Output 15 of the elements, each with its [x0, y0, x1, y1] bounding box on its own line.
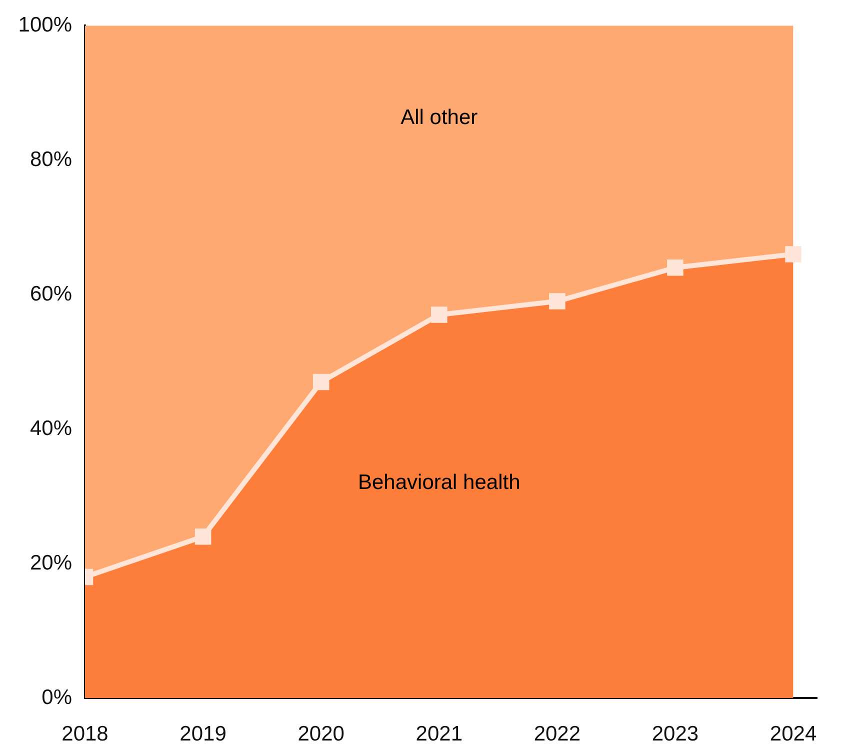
- series-label: All other: [400, 106, 478, 129]
- x-tick-label: 2021: [416, 722, 462, 746]
- y-tick-label: 0%: [42, 686, 72, 709]
- y-tick-label: 80%: [30, 148, 72, 171]
- y-tick-label: 60%: [30, 282, 72, 306]
- y-tick-label: 20%: [30, 551, 72, 574]
- x-tick-label: 2019: [180, 722, 226, 746]
- x-tick-label: 2020: [298, 722, 344, 746]
- y-tick-label: 40%: [30, 416, 72, 440]
- x-tick-label: 2024: [770, 722, 817, 746]
- x-tick-label: 2022: [534, 722, 581, 746]
- x-tick-label: 2023: [652, 722, 699, 746]
- series-label: Behavioral health: [358, 471, 520, 494]
- x-tick-label: 2018: [62, 722, 108, 746]
- y-tick-label: 100%: [18, 13, 72, 36]
